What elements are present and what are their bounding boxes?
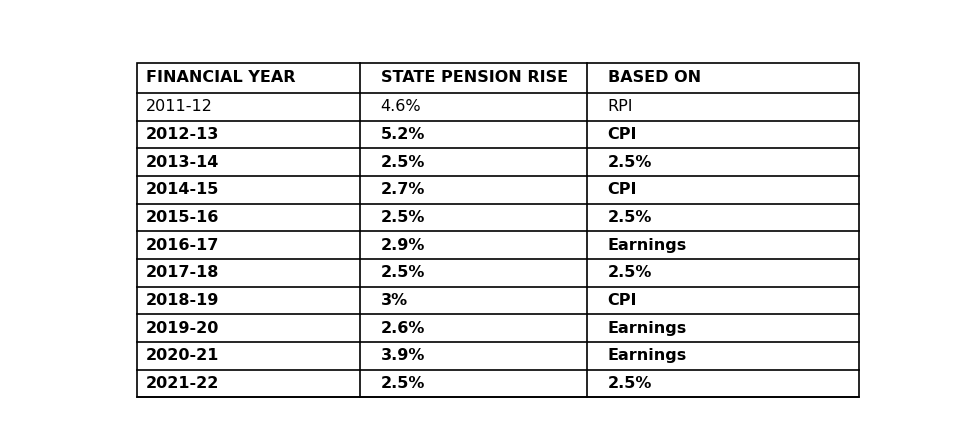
Text: BASED ON: BASED ON	[608, 71, 701, 85]
Text: 3.9%: 3.9%	[381, 348, 426, 363]
Text: CPI: CPI	[608, 293, 637, 308]
Text: 2015-16: 2015-16	[146, 210, 220, 225]
Text: 2014-15: 2014-15	[146, 182, 220, 198]
Text: 5.2%: 5.2%	[381, 127, 426, 142]
Text: Earnings: Earnings	[608, 348, 687, 363]
Text: CPI: CPI	[608, 182, 637, 198]
Text: 2017-18: 2017-18	[146, 265, 220, 280]
Text: 2019-20: 2019-20	[146, 321, 220, 336]
Text: 2011-12: 2011-12	[146, 99, 213, 114]
Text: 4.6%: 4.6%	[381, 99, 422, 114]
Text: 2.5%: 2.5%	[608, 376, 652, 391]
Text: 2.5%: 2.5%	[381, 376, 426, 391]
Text: 2021-22: 2021-22	[146, 376, 220, 391]
Text: 2013-14: 2013-14	[146, 155, 220, 170]
Text: Earnings: Earnings	[608, 238, 687, 253]
Text: Earnings: Earnings	[608, 321, 687, 336]
Text: STATE PENSION RISE: STATE PENSION RISE	[381, 71, 568, 85]
Text: 2.5%: 2.5%	[608, 265, 652, 280]
Text: 3%: 3%	[381, 293, 408, 308]
Text: 2020-21: 2020-21	[146, 348, 220, 363]
Text: 2.5%: 2.5%	[381, 265, 426, 280]
Text: 2.9%: 2.9%	[381, 238, 426, 253]
Text: 2.7%: 2.7%	[381, 182, 426, 198]
Text: 2.5%: 2.5%	[608, 155, 652, 170]
Text: 2.5%: 2.5%	[381, 155, 426, 170]
Text: 2016-17: 2016-17	[146, 238, 220, 253]
Text: 2.5%: 2.5%	[381, 210, 426, 225]
Text: 2.6%: 2.6%	[381, 321, 426, 336]
Text: RPI: RPI	[608, 99, 633, 114]
Text: 2012-13: 2012-13	[146, 127, 220, 142]
Text: CPI: CPI	[608, 127, 637, 142]
Text: FINANCIAL YEAR: FINANCIAL YEAR	[146, 71, 296, 85]
Text: 2018-19: 2018-19	[146, 293, 220, 308]
Text: 2.5%: 2.5%	[608, 210, 652, 225]
